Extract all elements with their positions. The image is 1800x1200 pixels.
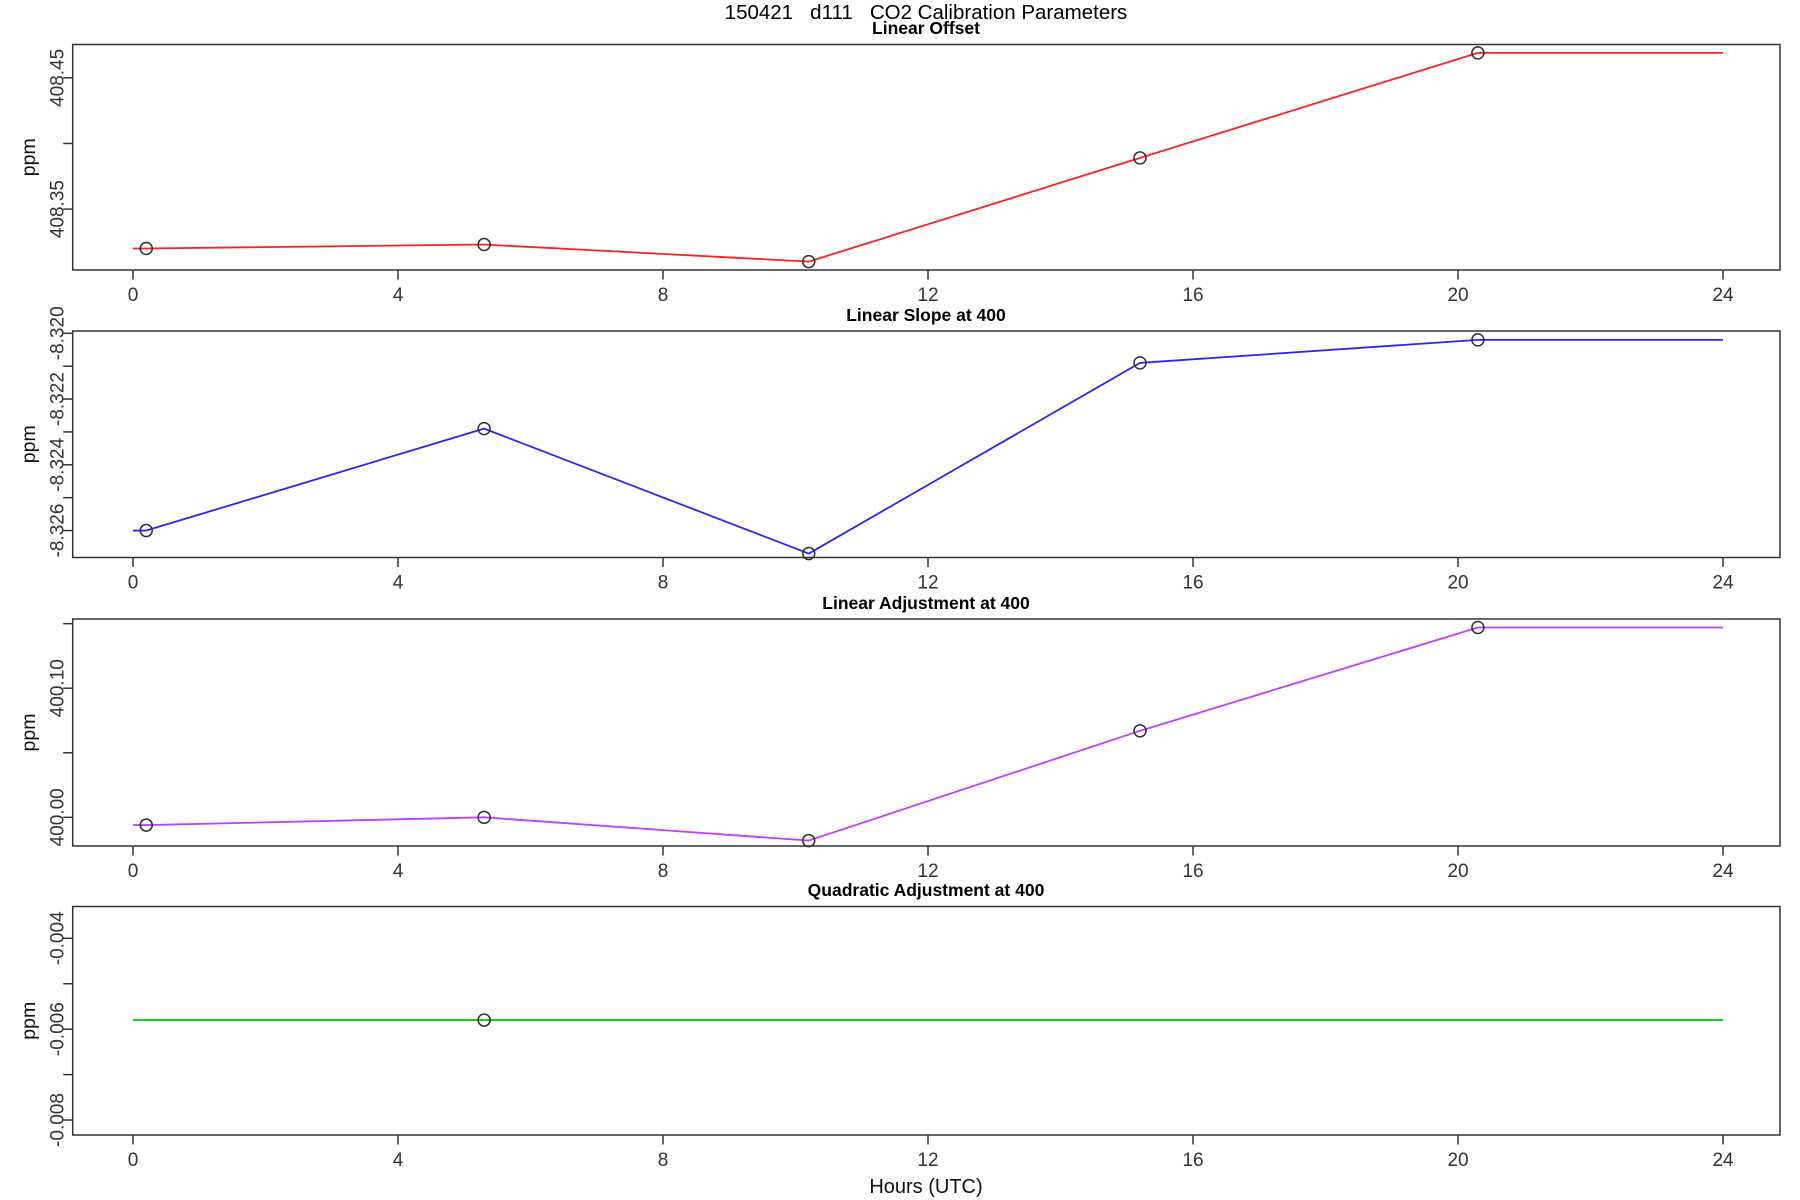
series-line	[132, 626, 1724, 842]
x-tick-label: 12	[917, 1150, 938, 1171]
x-tick-label: 8	[658, 573, 669, 594]
y-tick-label: -8.322	[48, 372, 69, 426]
data-point-marker	[1133, 356, 1147, 370]
x-tick-label: 8	[658, 1150, 669, 1171]
x-tick-label: 12	[917, 285, 938, 306]
panel-quadratic-adjustment-at-400: -0.008 -0.006 -0.004 0 4 8 12 16 20 24 ppm	[18, 905, 1781, 1171]
data-point-marker	[477, 1013, 491, 1027]
panel-box	[71, 905, 1781, 1136]
y-axis-label: ppm	[18, 1002, 40, 1040]
x-tick-label: 16	[1182, 1150, 1203, 1171]
y-tick-label: -8.324	[48, 437, 69, 491]
data-point-marker	[1471, 333, 1485, 347]
y-tick-label: -0.006	[48, 1002, 69, 1056]
data-point-marker	[802, 254, 816, 269]
x-tick-label: 20	[1447, 861, 1468, 882]
data-point-marker	[1471, 46, 1485, 60]
x-tick-label: 16	[1182, 861, 1203, 882]
data-point-marker	[802, 546, 816, 561]
x-tick-label: 20	[1447, 285, 1468, 306]
data-point-marker	[139, 523, 153, 538]
x-tick-label: 0	[128, 1150, 139, 1171]
x-tick-label: 8	[658, 861, 669, 882]
panel-title-linear-offset: Linear Offset	[872, 18, 980, 38]
panel-title-linear-slope: Linear Slope at 400	[846, 305, 1006, 325]
x-tick-label: 12	[917, 573, 938, 594]
main-title: 150421 d111 CO2 Calibration Parameters	[724, 1, 1128, 24]
x-tick-label: 20	[1447, 1150, 1468, 1171]
y-tick-label: -8.326	[48, 504, 69, 558]
x-tick-label: 0	[128, 285, 139, 306]
x-tick-label: 0	[128, 573, 139, 594]
x-tick-label: 8	[658, 285, 669, 306]
y-tick-label: 400.10	[48, 659, 69, 717]
panel-box	[71, 330, 1781, 559]
y-tick-label: 408.45	[48, 49, 69, 107]
y-tick-label: -0.004	[48, 911, 69, 965]
x-tick-label: 24	[1712, 573, 1734, 594]
y-tick-label: 408.35	[48, 180, 69, 238]
data-point-marker	[477, 237, 491, 252]
data-point-marker	[1133, 724, 1147, 738]
y-tick-label: -0.008	[48, 1093, 69, 1147]
x-tick-label: 20	[1447, 573, 1468, 594]
series-line	[132, 338, 1724, 555]
panel-box	[71, 618, 1781, 847]
y-tick-label: -8.320	[48, 306, 69, 360]
data-point-marker	[477, 421, 491, 436]
x-tick-label: 4	[393, 1150, 404, 1171]
x-axis-title: Hours (UTC)	[869, 1176, 983, 1198]
x-tick-label: 24	[1712, 285, 1734, 306]
x-tick-label: 4	[393, 861, 404, 882]
x-tick-label: 4	[393, 573, 404, 594]
data-point-marker	[477, 810, 491, 825]
x-tick-label: 0	[128, 861, 139, 882]
x-tick-label: 24	[1712, 1150, 1734, 1171]
panel-title-quadratic-adjustment: Quadratic Adjustment at 400	[807, 880, 1045, 900]
y-tick-label: 400.00	[48, 788, 69, 846]
x-tick-label: 16	[1182, 285, 1203, 306]
y-axis-label: ppm	[18, 138, 40, 176]
data-point-marker	[139, 241, 153, 256]
panel-linear-offset: 408.35 408.45 0 4 8 12 16 20 24 ppm	[18, 43, 1781, 306]
data-point-marker	[1471, 620, 1485, 635]
panel-box	[71, 43, 1781, 271]
series-line	[132, 52, 1724, 263]
panel-linear-adjustment-at-400: 400.00 400.10 0 4 8 12 16 20 24 ppm	[18, 618, 1781, 882]
x-tick-label: 4	[393, 285, 404, 306]
data-point-marker	[802, 833, 816, 848]
x-tick-label: 24	[1712, 861, 1734, 882]
panel-linear-slope-at-400: -8.326 -8.324 -8.322 -8.320 0 4 8 12 16 20 24 ppm	[18, 306, 1781, 594]
y-axis-label: ppm	[18, 425, 40, 463]
x-tick-label: 16	[1182, 573, 1203, 594]
y-axis-label: ppm	[18, 714, 40, 752]
panel-title-linear-adjustment: Linear Adjustment at 400	[822, 593, 1030, 613]
data-point-marker	[1133, 151, 1147, 165]
x-tick-label: 12	[917, 861, 938, 882]
data-point-marker	[139, 818, 153, 832]
